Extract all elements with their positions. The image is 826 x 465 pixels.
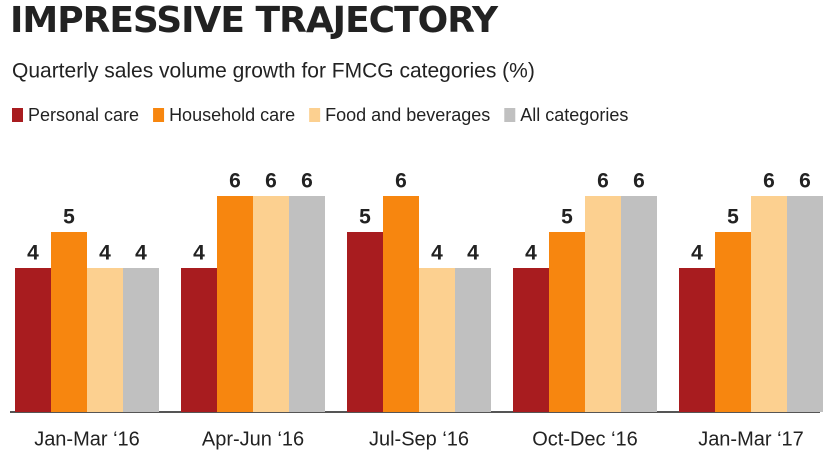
value-label: 4 [431, 242, 443, 265]
value-label: 6 [229, 170, 241, 193]
bar [217, 196, 253, 412]
x-tick-label: Jan-Mar ‘16 [34, 428, 140, 450]
bar [15, 268, 51, 412]
bar [715, 232, 751, 412]
x-tick-label: Jan-Mar ‘17 [698, 428, 804, 450]
value-label: 6 [633, 170, 645, 193]
x-tick-label: Jul-Sep ‘16 [369, 428, 469, 450]
legend-label: Personal care [28, 105, 139, 125]
legend-swatch [504, 108, 516, 122]
bar [347, 232, 383, 412]
legend-label: Household care [169, 105, 295, 125]
bar [383, 196, 419, 412]
chart-title: IMPRESSIVE TRAJECTORY [10, 0, 499, 41]
bar [787, 196, 823, 412]
legend-label: Food and beverages [325, 105, 490, 125]
bar [419, 268, 455, 412]
value-label: 6 [799, 170, 811, 193]
bar [181, 268, 217, 412]
legend-label: All categories [520, 105, 628, 125]
value-label: 6 [763, 170, 775, 193]
value-label: 4 [135, 242, 147, 265]
bar [123, 268, 159, 412]
bar [751, 196, 787, 412]
legend-swatch [153, 108, 165, 122]
value-label: 4 [193, 242, 205, 265]
legend-swatch [309, 108, 321, 122]
bar [621, 196, 657, 412]
value-label: 6 [301, 170, 313, 193]
bar [253, 196, 289, 412]
bar [455, 268, 491, 412]
value-label: 4 [467, 242, 479, 265]
bar [87, 268, 123, 412]
bar [549, 232, 585, 412]
value-label: 4 [99, 242, 111, 265]
x-tick-label: Apr-Jun ‘16 [202, 428, 304, 450]
bar [679, 268, 715, 412]
value-label: 4 [27, 242, 39, 265]
bar [289, 196, 325, 412]
bar [51, 232, 87, 412]
value-label: 6 [597, 170, 609, 193]
value-label: 5 [63, 206, 75, 229]
value-label: 4 [525, 242, 537, 265]
value-label: 4 [691, 242, 703, 265]
bar [513, 268, 549, 412]
value-label: 5 [561, 206, 573, 229]
bar [585, 196, 621, 412]
value-label: 6 [265, 170, 277, 193]
value-label: 5 [727, 206, 739, 229]
value-label: 5 [359, 206, 371, 229]
legend-swatch [12, 108, 23, 122]
chart-subtitle: Quarterly sales volume growth for FMCG c… [12, 60, 535, 83]
x-tick-label: Oct-Dec ‘16 [532, 428, 638, 450]
value-label: 6 [395, 170, 407, 193]
